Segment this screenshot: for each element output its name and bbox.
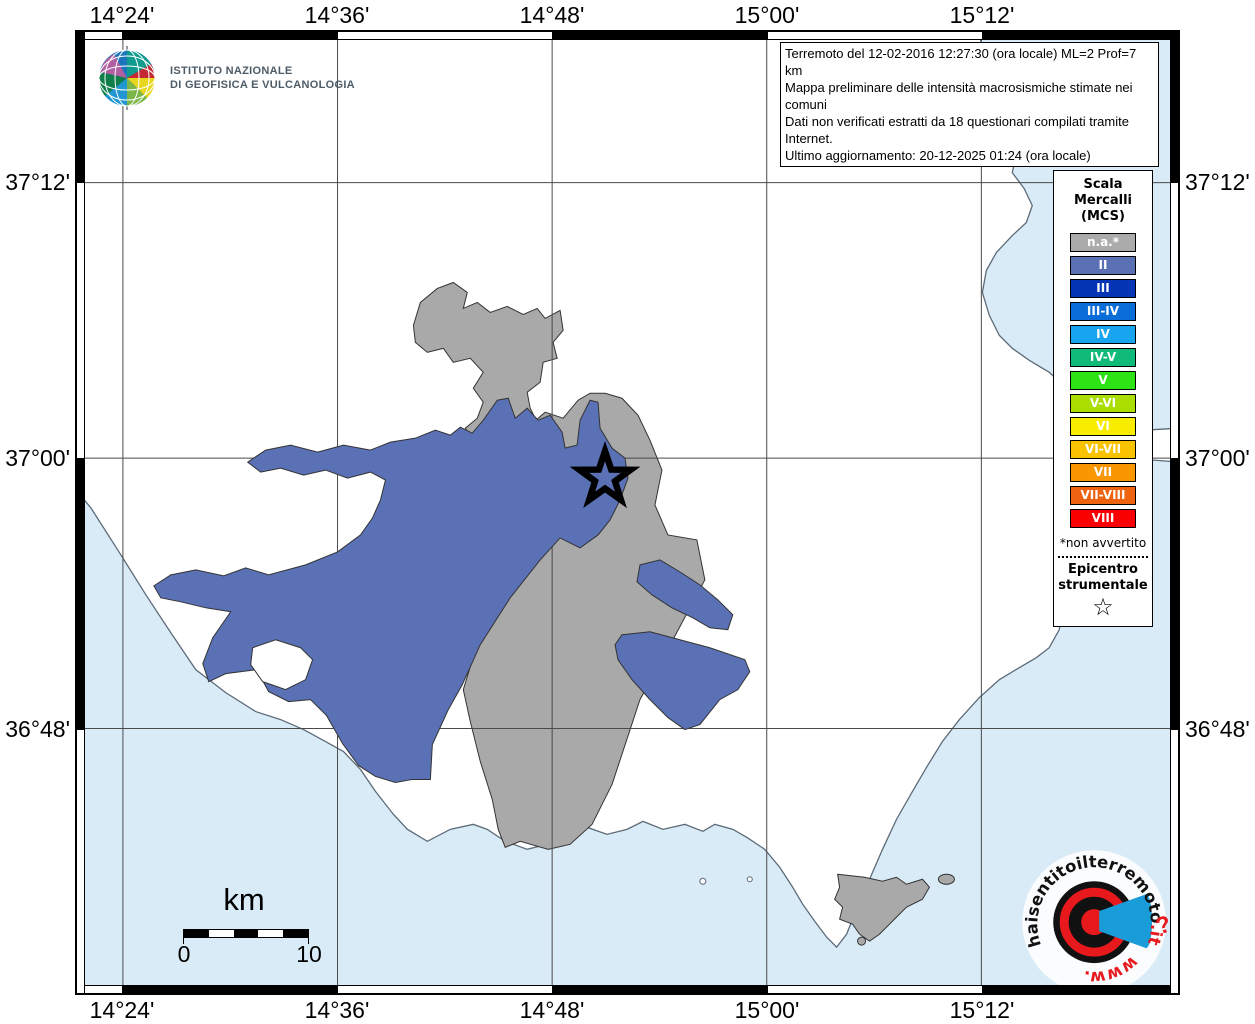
scalebar-unit-label: km [223,882,265,917]
islet-south-1 [699,877,707,885]
map-canvas: haisentitoilterremoto .it www. ? [75,30,1180,995]
legend-footnote: *non avvertito [1059,536,1147,550]
legend-item-iv-v: IV-V [1070,348,1136,367]
frame-bottom-3 [337,985,553,994]
legend-item-vi: VI [1070,417,1136,436]
axis-top-14-48: 14°48' [519,2,585,28]
frame-bottom-5 [767,985,983,994]
municipality-ii-main-cluster [153,397,629,783]
ingv-logo: ISTITUTO NAZIONALE DI GEOFISICA E VULCAN… [96,46,355,110]
frame-top-6 [982,31,1179,40]
info-line-data: Dati non verificati estratti da 18 quest… [785,114,1129,146]
legend-item-vii-viii: VII-VIII [1070,486,1136,505]
legend-item-iii: III [1070,279,1136,298]
scalebar [183,929,309,938]
municipality-na-south-tip [834,873,931,942]
axis-bottom-14-48: 14°48' [519,997,585,1023]
legend-item-v: V [1070,371,1136,390]
macroseismic-map: haisentitoilterremoto .it www. ? [76,31,1179,994]
frame-left-3 [76,458,85,730]
islet-capo-passero [937,873,955,885]
axis-right-37-12: 37°12' [1185,169,1250,195]
legend-title-line2: Mercalli [1073,193,1132,208]
info-line-event: Terremoto del 12-02-2016 12:27:30 (ora l… [785,46,1137,78]
scalebar-start-label: 0 [177,941,191,967]
legend-divider [1058,556,1148,558]
frame-right-4 [1170,729,1179,994]
ingv-title-line1: ISTITUTO NAZIONALE [170,65,293,77]
frame-left-2 [76,182,85,459]
legend-item-iii-iv: III-IV [1070,302,1136,321]
municipality-ii-east-arm-2 [614,631,751,731]
axis-top-14-36: 14°36' [304,2,370,28]
info-line-map: Mappa preliminare delle intensità macros… [785,80,1133,112]
enclave-white [250,639,314,691]
watermark-tld: .it [1144,924,1166,948]
haisentitoilterremoto-logo: haisentitoilterremoto .it www. ? [1022,850,1175,994]
frame-top-4 [552,31,768,40]
frame-top-5 [767,31,983,40]
axis-bottom-14-36: 14°36' [304,997,370,1023]
info-line-update: Ultimo aggiornamento: 20-12-2025 01:24 (… [785,148,1091,163]
legend-epicenter-star-icon: ☆ [1092,593,1114,621]
axis-top-15-00: 15°00' [734,2,800,28]
frame-top-3 [337,31,553,40]
axis-bottom-15-00: 15°00' [734,997,800,1023]
scalebar-end-label: 10 [296,941,322,967]
axis-right-36-48: 36°48' [1185,716,1250,742]
frame-bottom-2 [122,985,338,994]
frame-bottom-6 [982,985,1179,994]
mercalli-scale-legend: Scala Mercalli (MCS) n.a.* II III III-IV… [1053,170,1153,627]
legend-item-vii: VII [1070,463,1136,482]
islet-south-gray [857,936,867,946]
legend-epicenter-line1: Epicentro [1068,562,1138,577]
legend-item-iv: IV [1070,325,1136,344]
scalebar-tick-right [308,937,309,944]
legend-item-vi-vii: VI-VII [1070,440,1136,459]
legend-title-line3: (MCS) [1081,209,1125,224]
legend-item-na: n.a.* [1070,233,1136,252]
axis-bottom-15-12: 15°12' [949,997,1015,1023]
epicenter-star [569,440,641,509]
legend-item-viii: VIII [1070,509,1136,528]
earthquake-info-box: Terremoto del 12-02-2016 12:27:30 (ora l… [780,42,1159,167]
frame-bottom-4 [552,985,768,994]
scalebar-tick-left [183,937,184,944]
frame-right-1 [1170,31,1179,183]
ingv-title-line2: DI GEOFISICA E VULCANOLOGIA [170,79,355,91]
axis-right-37-00: 37°00' [1185,445,1250,471]
frame-right-2 [1170,182,1179,459]
ingv-globe-icon [98,46,156,110]
axis-bottom-14-24: 14°24' [89,997,155,1023]
axis-left-37-12: 37°12' [5,169,70,195]
axis-top-14-24: 14°24' [89,2,155,28]
axis-top-15-12: 15°12' [949,2,1015,28]
frame-top-2 [122,31,338,40]
frame-right-3 [1170,458,1179,730]
frame-left-1 [76,31,85,183]
legend-epicenter-line2: strumentale [1058,578,1148,593]
legend-title-line1: Scala [1083,177,1123,192]
axis-left-36-48: 36°48' [5,716,70,742]
legend-item-ii: II [1070,256,1136,275]
municipality-ii-east-arm-1 [636,559,734,631]
axis-left-37-00: 37°00' [5,445,70,471]
frame-left-4 [76,729,85,994]
islet-south-2 [746,876,753,883]
legend-item-v-vi: V-VI [1070,394,1136,413]
